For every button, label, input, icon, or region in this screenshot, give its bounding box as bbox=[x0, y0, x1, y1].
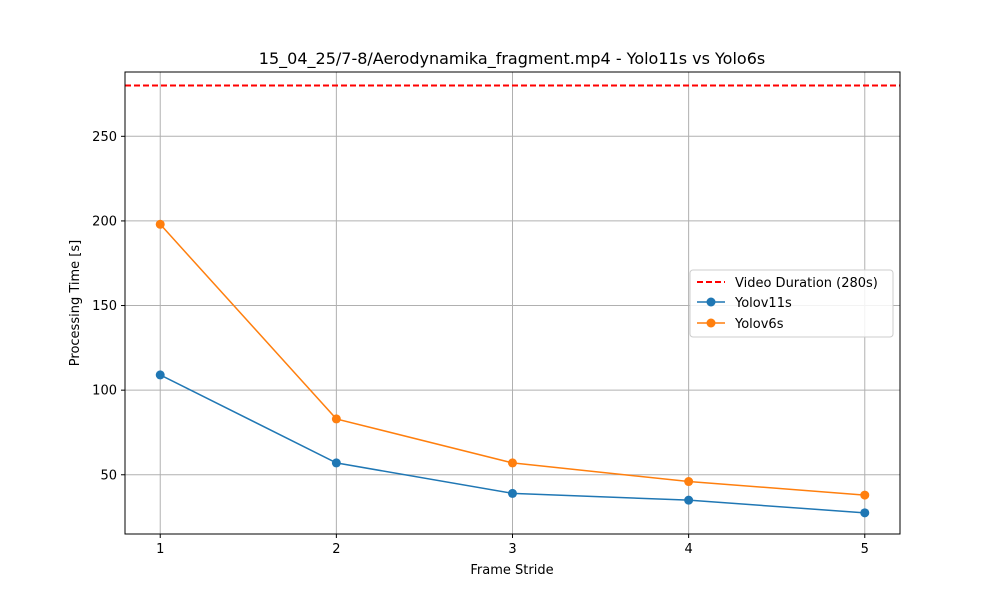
data-point-yolov11s bbox=[508, 488, 517, 498]
chart-title: 15_04_25/7-8/Aerodynamika_fragment.mp4 -… bbox=[259, 49, 765, 69]
x-tick-label: 1 bbox=[156, 542, 164, 557]
legend-marker-yolov11s bbox=[706, 297, 716, 307]
legend-box bbox=[689, 269, 894, 338]
x-axis-ticks: 1 2 3 4 5 bbox=[156, 534, 869, 557]
y-tick-label: 250 bbox=[92, 130, 117, 145]
y-tick-label: 50 bbox=[100, 468, 117, 483]
legend-marker-yolov6s bbox=[706, 318, 716, 328]
y-axis-label: Processing Time [s] bbox=[68, 240, 83, 366]
x-axis-label: Frame Stride bbox=[470, 563, 553, 578]
data-point-yolov6s bbox=[331, 414, 341, 424]
data-point-yolov11s bbox=[684, 495, 694, 505]
data-point-yolov6s bbox=[155, 219, 165, 229]
data-point-yolov11s bbox=[155, 370, 165, 380]
legend: Video Duration (280s) Yolov11s Yolov6s bbox=[689, 269, 894, 338]
x-tick-label: 4 bbox=[684, 542, 692, 557]
x-tick-label: 5 bbox=[861, 542, 869, 557]
grid bbox=[125, 72, 900, 534]
x-tick-label: 2 bbox=[332, 542, 340, 557]
legend-label-reference: Video Duration (280s) bbox=[735, 276, 878, 291]
y-tick-label: 150 bbox=[92, 299, 117, 314]
data-point-yolov11s bbox=[331, 458, 341, 468]
y-axis-ticks: 50 100 150 200 250 bbox=[92, 130, 125, 483]
legend-label-yolov6s: Yolov6s bbox=[734, 317, 784, 332]
legend-label-yolov11s: Yolov11s bbox=[734, 296, 792, 311]
x-tick-label: 3 bbox=[508, 542, 516, 557]
data-point-yolov11s bbox=[860, 508, 870, 518]
data-point-yolov6s bbox=[860, 490, 870, 500]
data-point-yolov6s bbox=[508, 458, 517, 468]
data-point-yolov6s bbox=[684, 477, 694, 487]
series-group bbox=[155, 219, 870, 518]
y-tick-label: 200 bbox=[92, 214, 117, 229]
y-tick-label: 100 bbox=[92, 384, 117, 399]
